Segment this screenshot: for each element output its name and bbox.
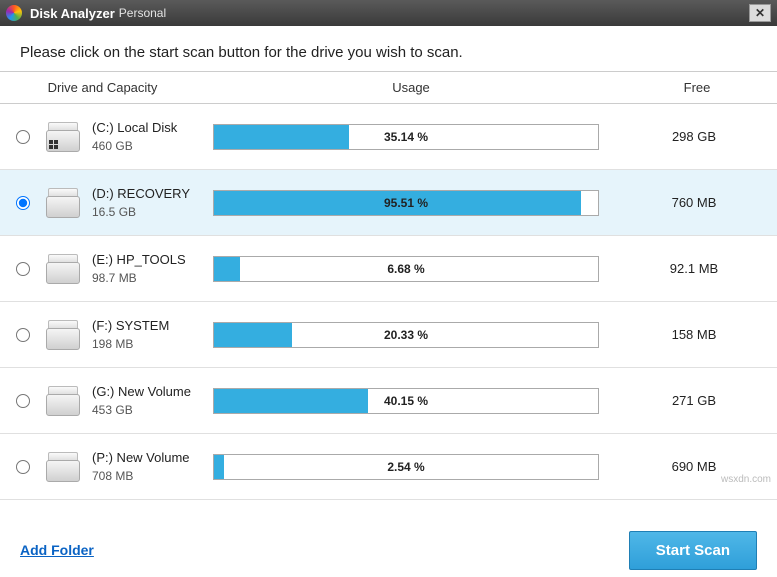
drive-radio[interactable] xyxy=(16,262,30,276)
drive-row[interactable]: (F:) SYSTEM 198 MB 20.33 % 158 MB xyxy=(0,302,777,368)
drive-capacity: 708 MB xyxy=(92,469,203,483)
free-value: 271 GB xyxy=(619,393,769,408)
drive-name: (D:) RECOVERY xyxy=(92,186,203,201)
drive-capacity: 453 GB xyxy=(92,403,203,417)
usage-bar: 6.68 % xyxy=(213,256,599,282)
usage-bar: 2.54 % xyxy=(213,454,599,480)
drive-capacity: 198 MB xyxy=(92,337,203,351)
free-value: 158 MB xyxy=(619,327,769,342)
app-logo-icon xyxy=(6,5,22,21)
close-button[interactable]: ✕ xyxy=(749,4,771,22)
drive-name: (P:) New Volume xyxy=(92,450,203,465)
watermark: wsxdn.com xyxy=(721,474,771,485)
drive-capacity: 16.5 GB xyxy=(92,205,203,219)
drive-row[interactable]: (D:) RECOVERY 16.5 GB 95.51 % 760 MB xyxy=(0,170,777,236)
drive-info: (G:) New Volume 453 GB xyxy=(88,384,203,417)
free-value: 760 MB xyxy=(619,195,769,210)
drive-info: (P:) New Volume 708 MB xyxy=(88,450,203,483)
usage-cell: 2.54 % xyxy=(203,454,619,480)
drive-radio[interactable] xyxy=(16,328,30,342)
column-header-free: Free xyxy=(617,72,777,103)
usage-label: 20.33 % xyxy=(214,323,598,347)
drive-icon xyxy=(38,320,88,350)
usage-bar: 95.51 % xyxy=(213,190,599,216)
usage-cell: 95.51 % xyxy=(203,190,619,216)
usage-bar: 40.15 % xyxy=(213,388,599,414)
drive-info: (F:) SYSTEM 198 MB xyxy=(88,318,203,351)
drive-icon xyxy=(38,122,88,152)
drive-icon xyxy=(38,386,88,416)
drive-icon xyxy=(38,254,88,284)
drive-list: (C:) Local Disk 460 GB 35.14 % 298 GB (D:) R… xyxy=(0,104,777,500)
free-value: 298 GB xyxy=(619,129,769,144)
usage-label: 2.54 % xyxy=(214,455,598,479)
drive-info: (C:) Local Disk 460 GB xyxy=(88,120,203,153)
drive-row[interactable]: (P:) New Volume 708 MB 2.54 % 690 MB xyxy=(0,434,777,500)
usage-cell: 6.68 % xyxy=(203,256,619,282)
usage-cell: 20.33 % xyxy=(203,322,619,348)
column-header-drive: Drive and Capacity xyxy=(0,72,205,103)
drive-row[interactable]: (G:) New Volume 453 GB 40.15 % 271 GB xyxy=(0,368,777,434)
drive-row[interactable]: (E:) HP_TOOLS 98.7 MB 6.68 % 92.1 MB xyxy=(0,236,777,302)
usage-bar: 35.14 % xyxy=(213,124,599,150)
instruction-text: Please click on the start scan button fo… xyxy=(0,26,777,71)
drive-info: (D:) RECOVERY 16.5 GB xyxy=(88,186,203,219)
usage-cell: 35.14 % xyxy=(203,124,619,150)
drive-name: (G:) New Volume xyxy=(92,384,203,399)
drive-icon xyxy=(38,452,88,482)
drive-name: (F:) SYSTEM xyxy=(92,318,203,333)
drive-capacity: 98.7 MB xyxy=(92,271,203,285)
usage-label: 6.68 % xyxy=(214,257,598,281)
footer: Add Folder Start Scan xyxy=(0,523,777,577)
drive-row[interactable]: (C:) Local Disk 460 GB 35.14 % 298 GB xyxy=(0,104,777,170)
usage-label: 40.15 % xyxy=(214,389,598,413)
usage-cell: 40.15 % xyxy=(203,388,619,414)
drive-info: (E:) HP_TOOLS 98.7 MB xyxy=(88,252,203,285)
free-value: 92.1 MB xyxy=(619,261,769,276)
usage-label: 95.51 % xyxy=(214,191,598,215)
drive-radio[interactable] xyxy=(16,196,30,210)
drive-radio[interactable] xyxy=(16,394,30,408)
app-name: Disk Analyzer xyxy=(30,6,115,21)
drive-capacity: 460 GB xyxy=(92,139,203,153)
add-folder-link[interactable]: Add Folder xyxy=(20,542,94,558)
drive-radio[interactable] xyxy=(16,460,30,474)
drive-name: (C:) Local Disk xyxy=(92,120,203,135)
app-edition: Personal xyxy=(119,6,166,20)
table-header: Drive and Capacity Usage Free xyxy=(0,71,777,104)
column-header-usage: Usage xyxy=(205,72,617,103)
usage-bar: 20.33 % xyxy=(213,322,599,348)
titlebar: Disk Analyzer Personal ✕ xyxy=(0,0,777,26)
drive-radio[interactable] xyxy=(16,130,30,144)
drive-name: (E:) HP_TOOLS xyxy=(92,252,203,267)
start-scan-button[interactable]: Start Scan xyxy=(629,531,757,570)
drive-icon xyxy=(38,188,88,218)
usage-label: 35.14 % xyxy=(214,125,598,149)
free-value: 690 MB xyxy=(619,459,769,474)
